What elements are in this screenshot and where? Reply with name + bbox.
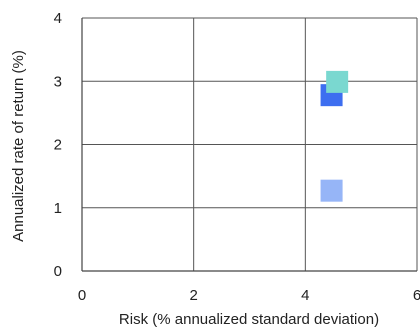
y-tick-label: 0 [54,263,62,280]
gridlines [81,17,418,272]
y-tick-label: 2 [54,137,62,154]
tick-labels: 0 2 4 6 0 1 2 3 4 [54,10,420,304]
x-tick-label: 4 [301,287,309,304]
data-point [326,70,349,93]
x-tick-label: 0 [78,287,86,304]
data-point [320,179,343,202]
data-points [320,70,349,202]
y-axis-label: Annualized rate of return (%) [10,50,27,242]
y-tick-label: 3 [54,73,62,90]
y-tick-label: 1 [54,200,62,217]
x-axis-label: Risk (% annualized standard deviation) [119,311,379,328]
x-tick-label: 2 [189,287,197,304]
y-tick-label: 4 [54,10,62,27]
x-tick-label: 6 [413,287,420,304]
